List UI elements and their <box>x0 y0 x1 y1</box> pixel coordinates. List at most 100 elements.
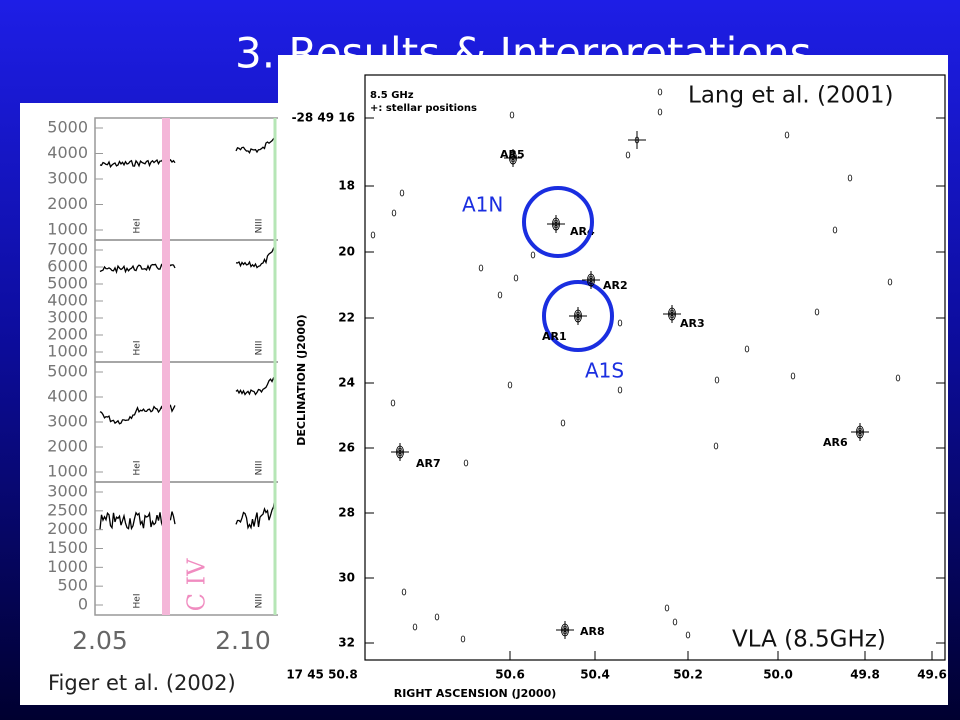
x-tick-label: 49.6 <box>917 668 947 682</box>
contour <box>370 231 376 239</box>
contour <box>463 459 469 467</box>
y-tick-label: 22 <box>338 311 355 325</box>
contour <box>668 307 677 321</box>
star-cross <box>628 131 646 149</box>
contour <box>398 449 402 455</box>
civ-band <box>162 118 170 615</box>
y-tick-label: 5000 <box>47 274 88 293</box>
radio-map-panel: 8.5 GHz +: stellar positions Lang et al.… <box>278 55 948 705</box>
line-label: HeI <box>133 219 143 234</box>
y-tick-label: 2000 <box>47 194 88 213</box>
source-label: AR7 <box>416 457 441 470</box>
contour <box>672 618 678 626</box>
y-tick-label: 0 <box>78 595 88 614</box>
x-tick-label: 17 45 50.8 <box>286 668 357 682</box>
contour <box>497 291 503 299</box>
source-label: AR3 <box>680 317 705 330</box>
contour <box>857 427 863 437</box>
contour <box>511 155 515 161</box>
line-label: NIII <box>255 594 265 609</box>
contour <box>664 604 670 612</box>
contour <box>513 274 519 282</box>
contour <box>561 623 570 637</box>
line-label: HeI <box>133 461 143 476</box>
contour <box>887 278 893 286</box>
contour <box>574 309 583 323</box>
y-tick-label: 20 <box>338 245 355 259</box>
contour <box>510 153 516 163</box>
contour <box>478 264 484 272</box>
panel-bg <box>278 55 948 705</box>
x-axis-label: RIGHT ASCENSION (J2000) <box>394 687 557 700</box>
source-label: AR6 <box>823 436 848 449</box>
source-label: AR1 <box>542 330 567 343</box>
spectrum <box>235 247 276 269</box>
contour <box>563 627 567 633</box>
contour <box>395 445 404 459</box>
y-tick-label: 4000 <box>47 387 88 406</box>
contour <box>399 189 405 197</box>
contour <box>552 217 561 231</box>
contour <box>390 399 396 407</box>
contour <box>530 251 536 259</box>
contour <box>670 311 674 317</box>
contour <box>685 631 691 639</box>
line-label: HeI <box>133 341 143 356</box>
footer-label: VLA (8.5GHz) <box>732 627 886 653</box>
contour <box>895 374 901 382</box>
y-tick-label: 1000 <box>47 462 88 481</box>
panel-bg <box>20 103 292 705</box>
x-tick-label: 50.6 <box>495 668 525 682</box>
y-tick-label: 5000 <box>47 362 88 381</box>
y-tick-label: 3000 <box>47 482 88 501</box>
contour <box>434 613 440 621</box>
contour <box>553 219 559 229</box>
y-tick-label: 3000 <box>47 308 88 327</box>
contour <box>657 108 663 116</box>
contour <box>856 425 865 439</box>
contour <box>617 319 623 327</box>
y-tick-label: 26 <box>338 441 355 455</box>
y-tick-label: 1000 <box>47 557 88 576</box>
spectrum <box>235 496 276 530</box>
spectrum <box>235 376 276 396</box>
contour <box>814 308 820 316</box>
line-label: NIII <box>255 461 265 476</box>
credit: Figer et al. (2002) <box>48 671 236 695</box>
y-tick-label: 4000 <box>47 291 88 310</box>
line-label: NIII <box>255 219 265 234</box>
y-tick-label: 5000 <box>47 118 88 137</box>
contour <box>560 419 566 427</box>
circle-label: A1N <box>462 193 503 217</box>
x-tick-label: 49.8 <box>850 668 880 682</box>
legend-text: +: stellar positions <box>370 103 477 114</box>
y-tick-label: 18 <box>338 179 355 193</box>
contour <box>507 381 513 389</box>
y-tick-label: 28 <box>338 506 355 520</box>
spectra-panel: 2.05 2.10 Figer et al. (2002) 5000400030… <box>20 103 296 705</box>
y-tick-label: 6000 <box>47 257 88 276</box>
contour <box>508 151 517 165</box>
y-axis-label: DECLINATION (J2000) <box>295 314 308 445</box>
y-tick-label: 1000 <box>47 220 88 239</box>
contour <box>589 277 593 283</box>
x-tick-label: 50.0 <box>763 668 793 682</box>
y-tick-label: 500 <box>57 576 88 595</box>
contour <box>460 635 466 643</box>
x-tick-label: 2.10 <box>215 626 271 655</box>
contour <box>588 275 594 285</box>
y-tick-label: 1000 <box>47 342 88 361</box>
contour <box>617 386 623 394</box>
plot-frame <box>364 74 946 661</box>
contour <box>576 313 580 319</box>
contour <box>562 625 568 635</box>
contour <box>391 209 397 217</box>
y-tick-label: 7000 <box>47 240 88 259</box>
contour <box>847 174 853 182</box>
contour <box>587 273 596 287</box>
credit: Lang et al. (2001) <box>688 83 893 109</box>
contour <box>509 111 515 119</box>
x-tick-label: 2.05 <box>72 626 128 655</box>
contour <box>714 376 720 384</box>
